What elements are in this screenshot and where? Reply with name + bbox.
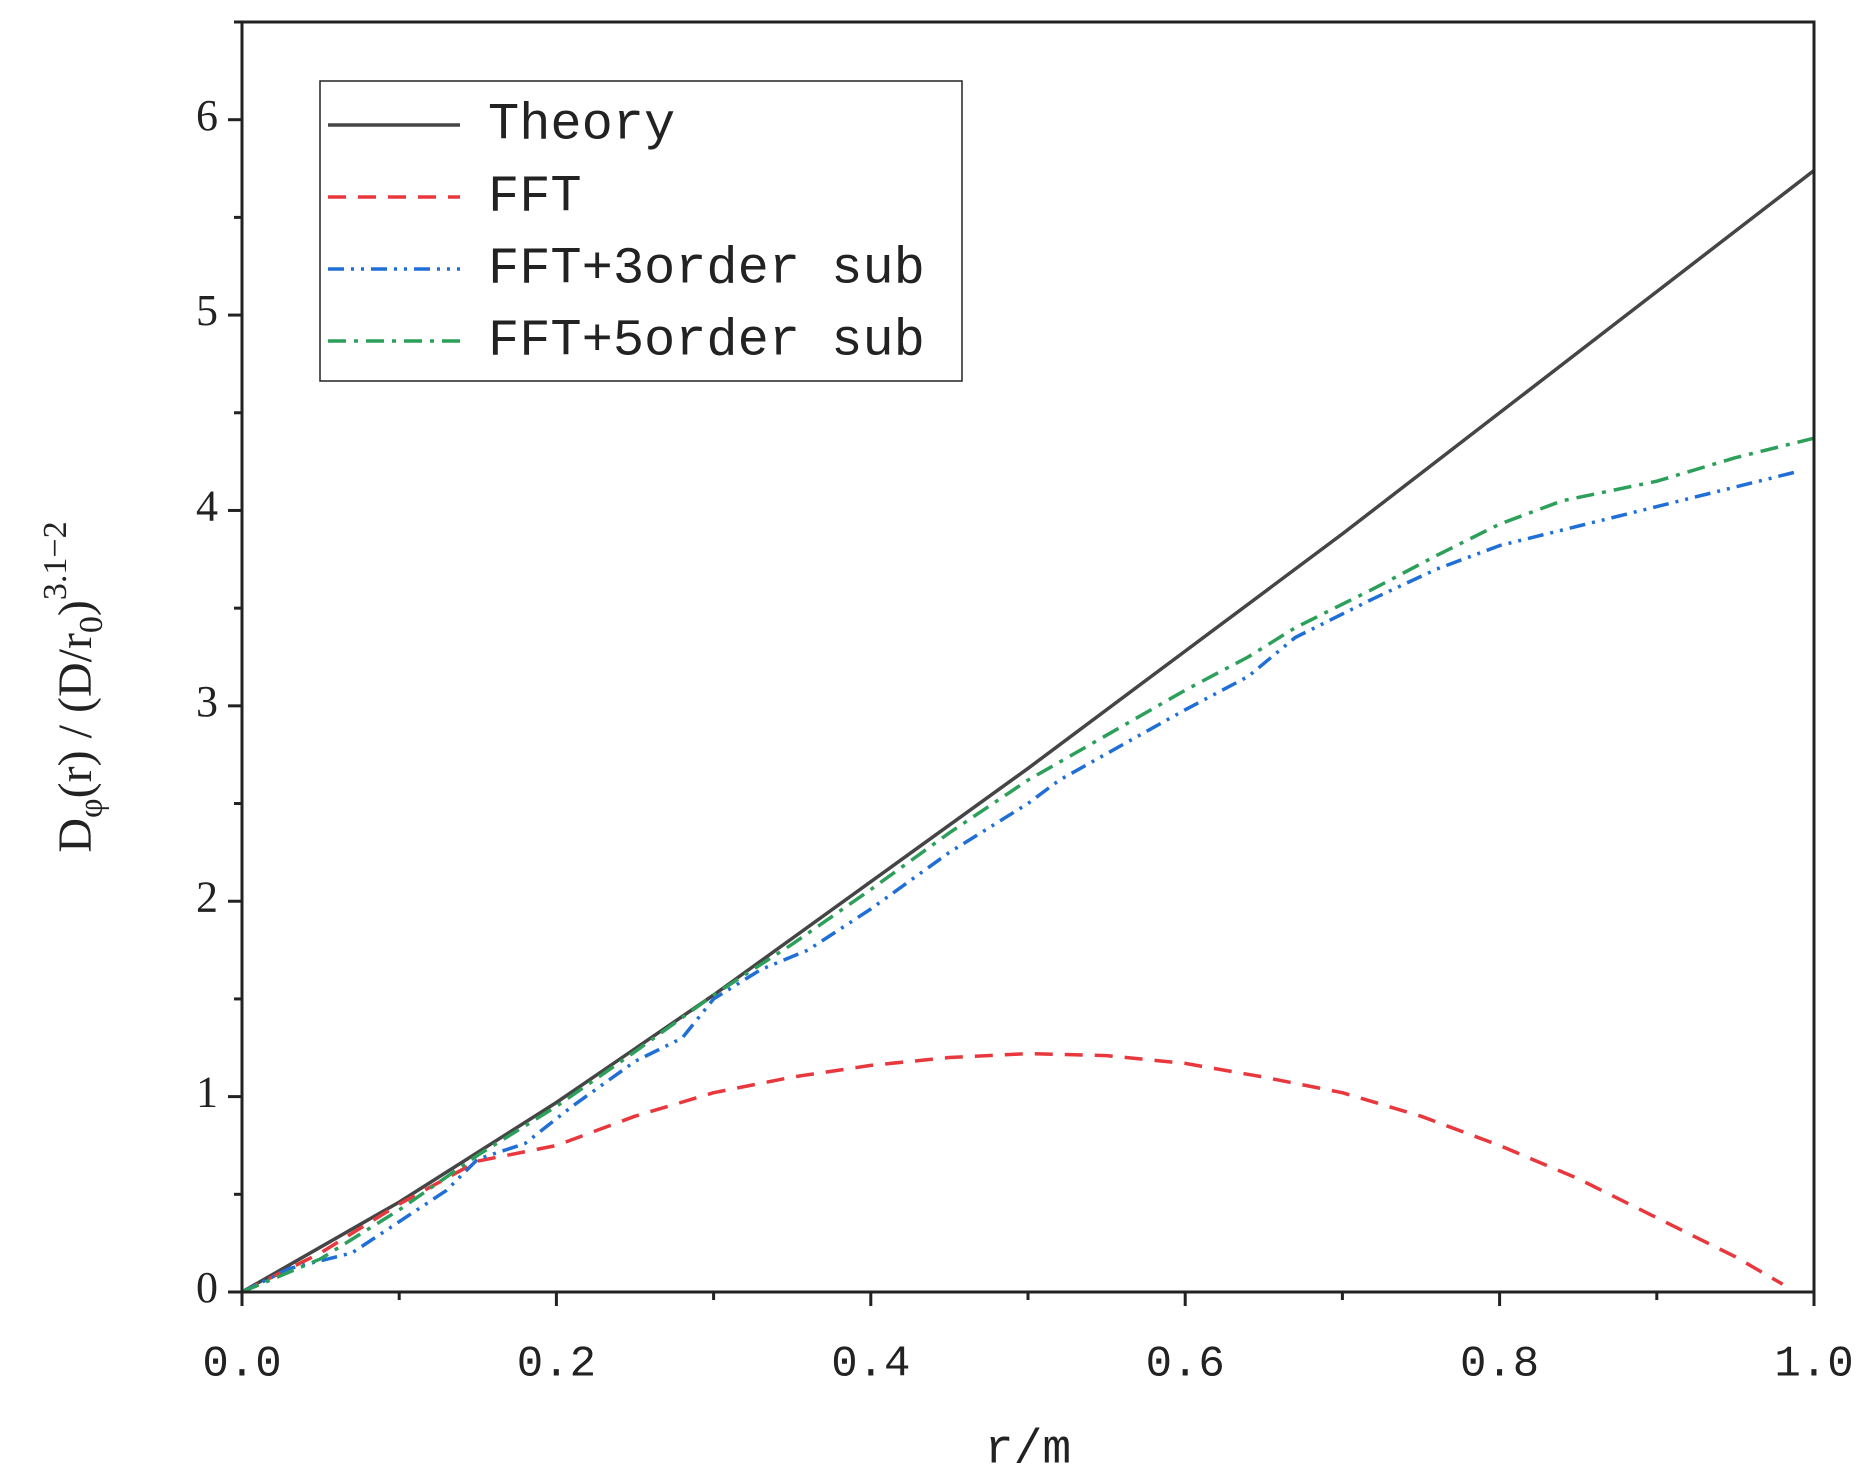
y-tick-label: 3 — [196, 677, 218, 726]
y-tick-label: 0 — [196, 1263, 218, 1312]
series-line — [241, 1051, 1784, 1294]
x-tick-label: 0.8 — [1460, 1340, 1539, 1390]
legend-label: Theory — [488, 96, 675, 155]
y-tick-label: 1 — [196, 1068, 218, 1117]
series-line — [241, 436, 1815, 1294]
legend-box — [319, 80, 963, 382]
legend-label: FFT — [488, 168, 582, 227]
y-axis-label-part: 0 — [73, 616, 110, 633]
series-line — [241, 469, 1799, 1294]
y-tick-label: 5 — [196, 286, 218, 335]
y-axis-label-part: φ — [73, 798, 110, 818]
legend-label: FFT+5order sub — [488, 312, 925, 371]
y-tick-label: 4 — [196, 482, 218, 531]
y-axis-label-part: ) — [49, 600, 102, 616]
x-tick-label: 0.4 — [831, 1340, 910, 1390]
y-tick-label: 6 — [196, 91, 218, 140]
y-axis-label-part: (r) / (D/r — [49, 633, 102, 798]
x-tick-label: 0.0 — [202, 1340, 281, 1390]
series-line — [241, 169, 1816, 1294]
x-axis-label: r/m — [985, 1424, 1071, 1478]
y-axis-label-part: 3.1−2 — [37, 521, 74, 600]
y-axis-label: Dφ(r) / (D/r0)3.1−2 — [37, 521, 110, 852]
x-tick-label: 0.2 — [517, 1340, 596, 1390]
y-axis-label-part: D — [49, 818, 102, 853]
legend-label: FFT+3order sub — [488, 240, 925, 299]
plot-frame — [240, 20, 1816, 1294]
x-tick-label: 1.0 — [1774, 1340, 1853, 1390]
y-tick-label: 2 — [196, 872, 218, 921]
x-tick-label: 0.6 — [1146, 1340, 1225, 1390]
